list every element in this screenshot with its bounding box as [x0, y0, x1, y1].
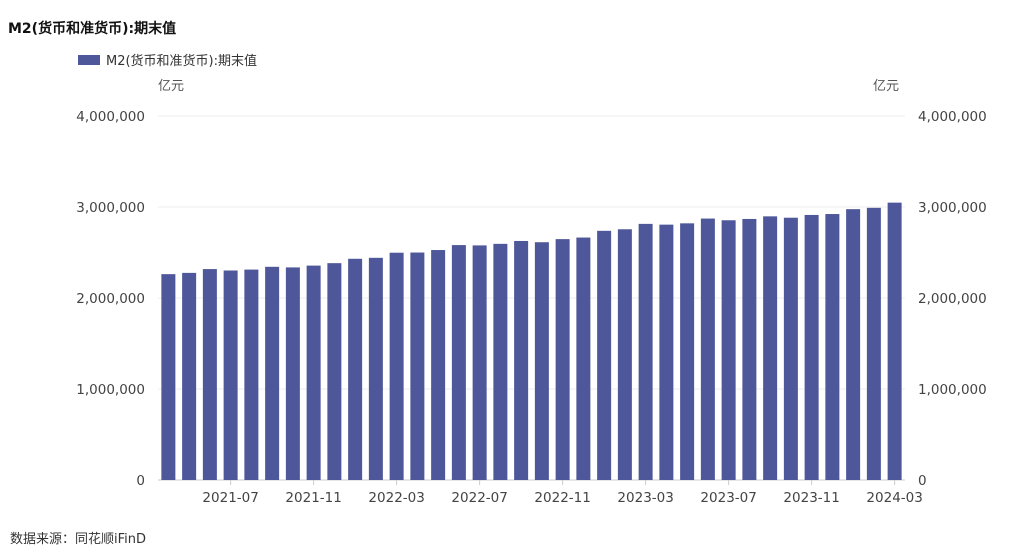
bar[interactable] [493, 243, 508, 480]
bar[interactable] [846, 209, 861, 480]
bar[interactable] [161, 274, 176, 480]
bar[interactable] [306, 265, 321, 480]
chart-title: M2(货币和准货币):期末值 [8, 21, 177, 37]
bar[interactable] [534, 242, 549, 480]
bar[interactable] [680, 223, 695, 480]
x-tick-label: 2022-11 [534, 490, 590, 506]
y-tick-label-right: 2,000,000 [918, 291, 987, 307]
bar[interactable] [265, 266, 280, 480]
bar[interactable] [410, 252, 425, 480]
x-tick-label: 2024-03 [866, 490, 922, 506]
legend-swatch [78, 54, 100, 65]
bar[interactable] [285, 267, 300, 480]
bar[interactable] [659, 224, 674, 480]
legend-item[interactable]: M2(货币和准货币):期末值 [78, 50, 257, 69]
bar[interactable] [638, 223, 653, 480]
x-tick-label: 2023-03 [617, 490, 673, 506]
y-tick-label-right: 3,000,000 [918, 200, 987, 216]
x-tick-label: 2023-11 [783, 490, 839, 506]
y-tick-label-left: 2,000,000 [76, 291, 145, 307]
data-source: 数据来源：同花顺iFinD [10, 532, 147, 547]
x-tick-label: 2023-07 [700, 490, 756, 506]
bar[interactable] [514, 240, 529, 480]
bar[interactable] [617, 229, 632, 480]
y-tick-label-left: 3,000,000 [76, 200, 145, 216]
x-tick-label: 2021-07 [202, 490, 258, 506]
bar[interactable] [223, 270, 238, 480]
bar[interactable] [783, 217, 798, 480]
bar[interactable] [244, 269, 259, 480]
y-tick-label-right: 4,000,000 [918, 109, 987, 125]
bar[interactable] [576, 237, 591, 480]
left-axis-unit: 亿元 [158, 79, 185, 94]
y-tick-label-left: 1,000,000 [76, 382, 145, 398]
y-tick-label-left: 0 [136, 473, 145, 489]
x-tick-label: 2021-11 [285, 490, 341, 506]
bar[interactable] [804, 214, 819, 480]
bar[interactable] [368, 257, 383, 480]
y-tick-label-left: 4,000,000 [76, 109, 145, 125]
bar[interactable] [700, 218, 715, 480]
x-tick-label: 2022-07 [451, 490, 507, 506]
bar[interactable] [472, 245, 487, 480]
y-tick-label-right: 1,000,000 [918, 382, 987, 398]
bar[interactable] [182, 272, 197, 480]
bar[interactable] [348, 258, 363, 480]
bar[interactable] [202, 269, 217, 480]
right-axis-unit: 亿元 [873, 79, 900, 94]
bar[interactable] [721, 220, 736, 480]
x-tick-label: 2022-03 [368, 490, 424, 506]
bar[interactable] [555, 239, 570, 480]
bar[interactable] [389, 252, 404, 480]
bar[interactable] [451, 245, 466, 480]
bar[interactable] [887, 202, 902, 480]
legend-label: M2(货币和准货币):期末值 [106, 54, 258, 69]
bar[interactable] [763, 216, 778, 480]
bar[interactable] [866, 207, 881, 480]
bar[interactable] [742, 218, 757, 480]
bar[interactable] [327, 263, 342, 480]
bar[interactable] [825, 214, 840, 480]
bar[interactable] [597, 230, 612, 480]
y-tick-label-right: 0 [918, 473, 927, 489]
bar[interactable] [431, 250, 446, 480]
